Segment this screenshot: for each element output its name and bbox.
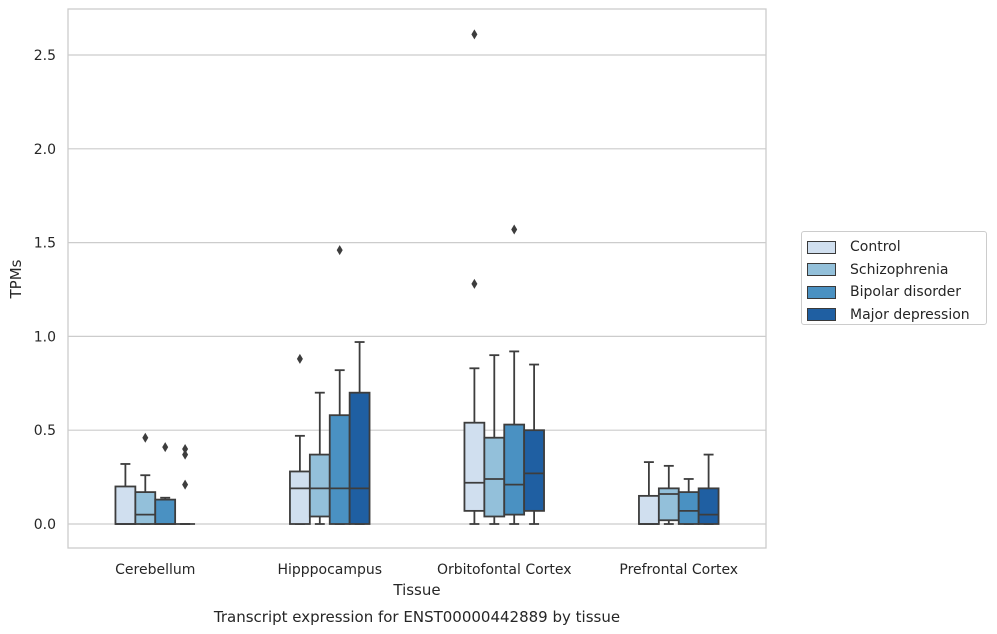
box-3-0 <box>638 461 660 525</box>
legend-swatch <box>807 285 836 299</box>
box-1-2 <box>328 245 351 525</box>
box-3-3 <box>697 453 720 525</box>
x-tick-label: Prefrontal Cortex <box>619 562 738 578</box>
legend-label: Bipolar disorder <box>850 284 962 301</box>
box-iqr <box>503 423 526 516</box>
outlier-point <box>336 245 343 256</box>
x-tick-label: Orbitofontal Cortex <box>437 562 572 578</box>
box-1-3 <box>348 341 371 525</box>
y-tick-labels: 0.0 0.5 1.0 1.5 2.0 2.5 <box>34 48 56 533</box>
y-tick-label: 1.5 <box>34 236 56 252</box>
outlier-point <box>182 449 189 460</box>
legend-label: Major depression <box>850 306 970 323</box>
box-0-2 <box>154 442 177 525</box>
legend-label: Control <box>850 239 901 256</box>
box-0-0 <box>114 463 137 525</box>
box-3-1 <box>657 464 680 525</box>
x-axis-label: Tissue <box>392 581 440 599</box>
legend-swatch <box>807 263 836 277</box>
x-tick-labels: Cerebellum Hipppocampus Orbitofontal Corte… <box>115 562 738 578</box>
legend-entry: Schizophrenia <box>807 259 986 282</box>
box-0-3 <box>175 443 196 525</box>
box-series <box>114 29 720 525</box>
y-tick-label: 0.5 <box>34 423 56 439</box>
x-tick-label: Cerebellum <box>115 562 195 578</box>
box-iqr <box>328 414 351 525</box>
y-tick-label: 2.5 <box>34 48 56 64</box>
legend-swatch <box>807 240 836 254</box>
x-tick-label: Hipppocampus <box>277 562 382 578</box>
outlier-point <box>296 353 303 364</box>
outlier-point <box>182 443 189 454</box>
y-tick-label: 1.0 <box>34 329 56 345</box>
chart-caption: Transcript expression for ENST0000044288… <box>213 608 620 626</box>
y-axis-label: TPMs <box>7 259 25 299</box>
box-1-0 <box>289 353 311 525</box>
box-iqr <box>154 498 177 525</box>
box-iqr <box>523 429 545 512</box>
box-iqr <box>677 491 700 525</box>
legend-entry: Bipolar disorder <box>807 281 986 304</box>
outlier-point <box>471 29 478 40</box>
legend-entry: Major depression <box>807 304 986 327</box>
plot-frame <box>67 8 767 549</box>
box-2-2 <box>503 224 526 525</box>
y-tick-label: 2.0 <box>34 142 56 158</box>
legend-swatch <box>807 308 836 322</box>
outlier-point <box>142 432 149 443</box>
box-iqr <box>289 470 311 525</box>
y-tick-label: 0.0 <box>34 517 56 533</box>
box-iqr <box>308 453 331 518</box>
box-iqr <box>483 436 506 518</box>
outlier-point <box>162 442 169 453</box>
box-iqr <box>114 485 137 525</box>
box-2-3 <box>523 363 545 525</box>
box-1-1 <box>308 391 331 525</box>
box-0-1 <box>134 432 157 525</box>
box-2-0 <box>463 29 486 525</box>
grid-lines <box>68 54 766 525</box>
box-iqr <box>638 494 660 525</box>
legend-entry: Control <box>807 236 986 259</box>
box-iqr <box>348 391 371 525</box>
box-2-1 <box>483 354 506 525</box>
box-iqr <box>134 491 157 525</box>
legend-label: Schizophrenia <box>850 261 949 278</box>
box-3-2 <box>677 478 700 525</box>
outlier-point <box>182 479 189 490</box>
outlier-point <box>511 224 518 235</box>
box-iqr <box>463 421 486 512</box>
outlier-point <box>471 278 478 289</box>
legend: Control Schizophrenia Bipolar disorder Majo… <box>801 231 987 325</box>
box-iqr <box>697 487 720 525</box>
